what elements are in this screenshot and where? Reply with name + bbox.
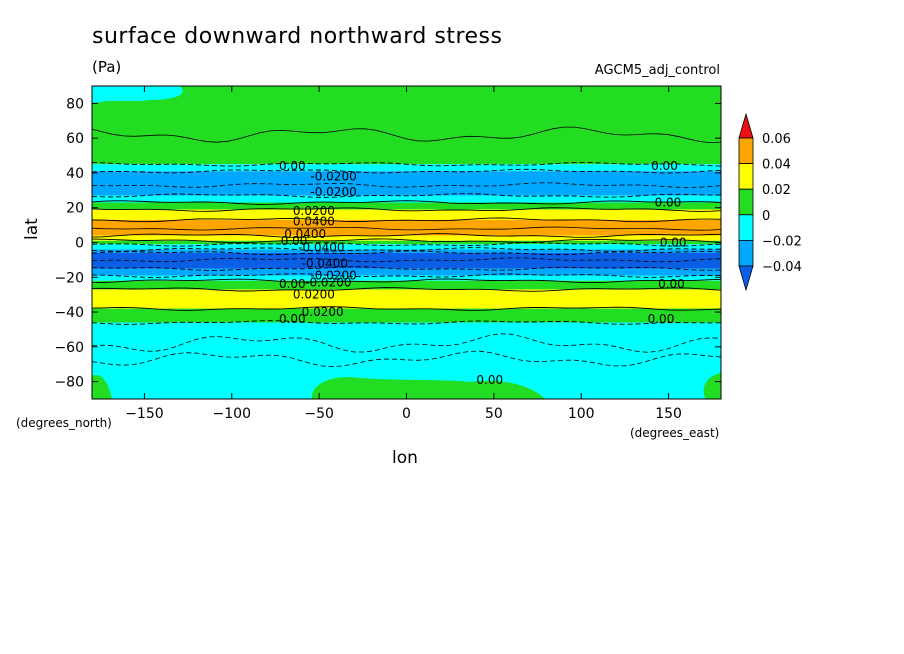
contour-line-2 [92, 193, 721, 198]
contour-label: 0.0200 [293, 204, 335, 218]
contour-line-0 [92, 161, 721, 167]
contour-label: -0.0400 [302, 256, 348, 270]
contour-label: 0.0200 [293, 288, 335, 302]
y-tick-label: −80 [54, 375, 84, 391]
x-tick-label: 100 [568, 406, 595, 422]
x-unit-label: (degrees_east) [630, 426, 720, 440]
contour-line-4 [92, 207, 721, 212]
band-6 [92, 219, 721, 236]
band-8 [92, 240, 721, 245]
colorbar-max-arrow [738, 112, 754, 139]
contour-line-extra-2 [92, 333, 721, 353]
contour-line-6 [92, 233, 721, 238]
antarctic-patch-center [311, 377, 545, 399]
x-axis-label: lon [392, 448, 418, 468]
x-tick-label: −100 [213, 406, 251, 422]
contour-label: 0.00 [281, 234, 308, 248]
contour-label: 0.00 [658, 277, 685, 291]
contour-label: 0.00 [655, 196, 682, 210]
contour-line-15 [92, 306, 721, 311]
contour-label: -0.0400 [298, 241, 344, 255]
band-14 [92, 280, 721, 290]
colorbar-label: 0 [762, 209, 770, 224]
band-5 [92, 209, 721, 220]
band-7 [92, 235, 721, 241]
colorbar-label: −0.02 [762, 234, 802, 249]
colorbar-label: 0.06 [762, 132, 791, 147]
contour-line-11 [92, 266, 721, 271]
contour-line-13 [92, 278, 721, 284]
band-2 [92, 171, 721, 196]
band-16 [92, 308, 721, 323]
colorbar-min-arrow [738, 265, 754, 292]
colorbar-segment [738, 214, 754, 241]
band-4 [92, 202, 721, 210]
band-13 [92, 275, 721, 281]
x-tick-label: 0 [402, 406, 411, 422]
colorbar-label: −0.04 [762, 260, 802, 275]
band-9 [92, 244, 721, 250]
contour-label: 0.00 [660, 236, 687, 250]
contour-label: -0.0200 [310, 185, 356, 199]
contour-label: 0.00 [651, 159, 678, 173]
y-unit-label: (degrees_north) [16, 416, 112, 430]
contour-label: -0.0200 [305, 275, 351, 289]
band-3 [92, 195, 721, 203]
x-tick-label: −50 [304, 406, 334, 422]
band-15 [92, 289, 721, 309]
chart-title: surface downward northward stress [92, 24, 503, 49]
colorbar-segment [738, 188, 754, 216]
colorbar-segment [738, 137, 754, 165]
band-1 [92, 164, 721, 172]
contour-label: 0.00 [279, 277, 306, 291]
x-tick-label: −150 [125, 406, 163, 422]
contour-line-8 [92, 242, 721, 247]
contour-label: 0.0400 [284, 227, 326, 241]
contour-line-5 [92, 217, 721, 223]
band-12 [92, 268, 721, 276]
contour-line-extra-5 [92, 257, 721, 263]
contour-line-1 [92, 168, 721, 174]
contour-line-extra-0 [92, 126, 721, 144]
contour-line-10 [92, 250, 721, 256]
contour-line-extra-4 [92, 226, 721, 231]
contour-line-9 [92, 247, 721, 252]
band-0 [92, 86, 721, 165]
y-tick-label: 20 [66, 201, 84, 217]
colorbar-label: 0.04 [762, 158, 791, 173]
contour-line-16 [92, 320, 721, 325]
y-tick-label: 40 [66, 166, 84, 182]
y-tick-label: 80 [66, 96, 84, 112]
colorbar-segment [738, 239, 754, 267]
contour-label: 0.00 [648, 312, 675, 326]
units-label: (Pa) [92, 58, 122, 76]
colorbar-segment [738, 163, 754, 190]
x-tick-label: 150 [655, 406, 682, 422]
contour-line-extra-3 [92, 350, 721, 368]
y-tick-label: −40 [54, 305, 84, 321]
y-tick-label: −20 [54, 270, 84, 286]
antarctic-patch-right [703, 373, 721, 399]
y-tick-label: 0 [75, 236, 84, 252]
contour-label: 0.00 [476, 373, 503, 387]
y-tick-label: −60 [54, 340, 84, 356]
contour-line-14 [92, 287, 721, 292]
dataset-label: AGCM5_adj_control [594, 63, 720, 78]
contour-line-extra-1 [92, 182, 721, 188]
contour-line-12 [92, 273, 721, 278]
arctic-patch [92, 86, 183, 104]
y-tick-label: 60 [66, 131, 84, 147]
colorbar-label: 0.02 [762, 183, 791, 198]
contour-label: -0.0200 [310, 169, 356, 183]
x-tick-label: 50 [485, 406, 503, 422]
contour-line-7 [92, 238, 721, 244]
contour-line-3 [92, 200, 721, 205]
contour-label: 0.00 [279, 312, 306, 326]
antarctic-patch-left [92, 374, 112, 399]
contour-label: 0.0200 [302, 305, 344, 319]
contour-label: 0.00 [279, 159, 306, 173]
contour-label: -0.0200 [310, 269, 356, 283]
contour-label: 0.0400 [293, 215, 335, 229]
